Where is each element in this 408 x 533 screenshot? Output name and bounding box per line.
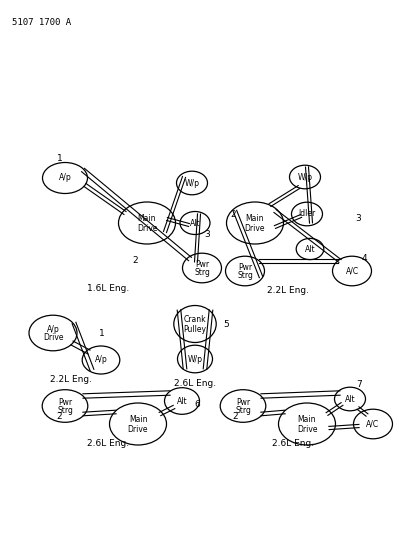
Text: A/C: A/C xyxy=(346,266,359,276)
Text: Crank: Crank xyxy=(184,316,206,325)
Text: 2: 2 xyxy=(56,412,62,421)
Text: Drive: Drive xyxy=(128,425,148,434)
Text: 1.6L Eng.: 1.6L Eng. xyxy=(87,284,129,293)
Text: A/p: A/p xyxy=(47,325,60,334)
Text: Pwr: Pwr xyxy=(58,398,72,407)
Text: Alt: Alt xyxy=(345,394,355,403)
Text: Strg: Strg xyxy=(235,406,251,415)
Text: Main: Main xyxy=(298,415,316,424)
Text: A/C: A/C xyxy=(366,419,379,429)
Text: Alt: Alt xyxy=(177,397,187,406)
Text: 4: 4 xyxy=(362,254,368,263)
Text: A/p: A/p xyxy=(95,356,107,365)
Text: 1: 1 xyxy=(99,329,105,338)
Text: 2: 2 xyxy=(232,412,237,421)
Text: Pulley: Pulley xyxy=(184,325,206,334)
Text: 2.6L Eng.: 2.6L Eng. xyxy=(87,439,129,448)
Text: 7: 7 xyxy=(356,380,362,389)
Text: Drive: Drive xyxy=(43,334,63,343)
Text: 3: 3 xyxy=(355,214,361,223)
Text: Strg: Strg xyxy=(57,406,73,415)
Text: Idler: Idler xyxy=(298,209,316,219)
Text: Pwr: Pwr xyxy=(238,263,252,272)
Text: W/p: W/p xyxy=(188,354,202,364)
Text: 2.6L Eng.: 2.6L Eng. xyxy=(272,439,314,448)
Text: 2.2L Eng.: 2.2L Eng. xyxy=(50,375,92,384)
Text: Main: Main xyxy=(246,214,264,223)
Text: 2.2L Eng.: 2.2L Eng. xyxy=(267,286,309,295)
Text: Main: Main xyxy=(138,214,156,223)
Text: Drive: Drive xyxy=(245,224,265,233)
Text: Alt: Alt xyxy=(305,245,315,254)
Text: 3: 3 xyxy=(204,230,210,239)
Text: W/p: W/p xyxy=(184,179,200,188)
Text: 2: 2 xyxy=(230,210,236,219)
Text: Pwr: Pwr xyxy=(236,398,250,407)
Text: 2.6L Eng.: 2.6L Eng. xyxy=(174,379,216,388)
Text: 2: 2 xyxy=(132,256,137,265)
Text: 5: 5 xyxy=(223,320,229,329)
Text: Strg: Strg xyxy=(237,271,253,280)
Text: Drive: Drive xyxy=(297,425,317,434)
Text: Strg: Strg xyxy=(194,268,210,277)
Text: Pwr: Pwr xyxy=(195,260,209,269)
Text: A/p: A/p xyxy=(59,174,71,182)
Text: 5107 1700 A: 5107 1700 A xyxy=(12,18,71,27)
Text: 6: 6 xyxy=(194,400,200,409)
Text: Drive: Drive xyxy=(137,224,157,233)
Text: Alt: Alt xyxy=(190,219,200,228)
Text: 1: 1 xyxy=(57,154,63,163)
Text: Main: Main xyxy=(129,415,147,424)
Text: W/p: W/p xyxy=(297,173,313,182)
